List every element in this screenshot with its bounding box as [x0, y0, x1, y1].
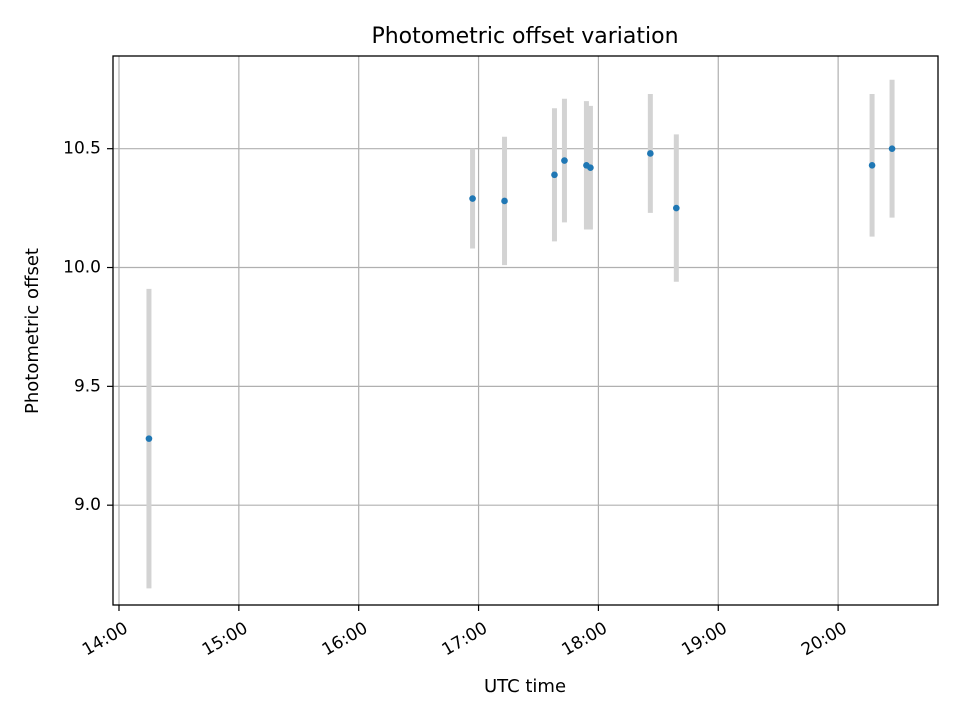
data-point [587, 164, 594, 172]
data-point [551, 171, 558, 179]
data-point [501, 197, 508, 205]
x-tick-label: 18:00 [558, 618, 610, 660]
data-point [561, 157, 568, 164]
error-bars [146, 79, 895, 589]
y-tick-label: 9.5 [74, 376, 101, 396]
data-point [469, 195, 476, 202]
y-axis-label: Photometric offset [22, 248, 43, 414]
chart-title: Photometric offset variation [371, 24, 678, 49]
data-points [145, 145, 896, 442]
x-axis-label: UTC time [484, 676, 566, 697]
plot-frame [112, 55, 939, 606]
data-point [673, 204, 680, 212]
x-tick-label: 15:00 [199, 618, 251, 660]
x-tick-label: 16:00 [319, 618, 371, 660]
x-axis-ticks: 14:00 15:00 16:00 17:00 18:00 19:00 20:00 [79, 605, 851, 660]
y-tick-label: 10.5 [63, 139, 101, 159]
y-tick-label: 9.0 [74, 495, 101, 515]
data-point [888, 145, 896, 152]
data-point [647, 150, 654, 157]
grid [113, 56, 938, 605]
x-tick-label: 20:00 [798, 618, 850, 660]
y-axis-ticks: 9.0 9.5 10.0 10.5 [63, 139, 113, 515]
data-point [868, 162, 876, 169]
data-point [145, 435, 153, 442]
y-tick-label: 10.0 [63, 258, 101, 278]
x-tick-label: 14:00 [79, 618, 131, 660]
x-tick-label: 17:00 [439, 618, 491, 660]
x-tick-label: 19:00 [678, 618, 730, 660]
